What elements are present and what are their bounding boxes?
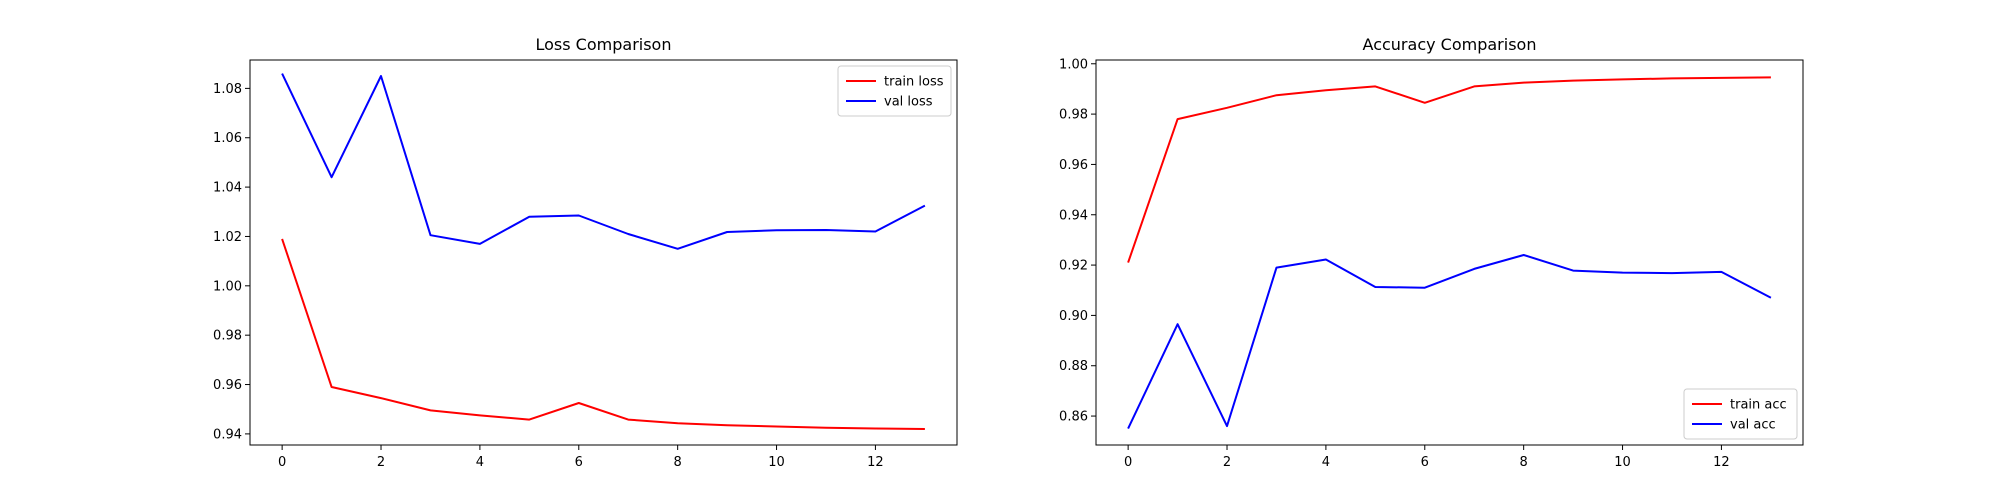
chart-panel-1: Loss Comparison 0 2 4 6 8 10 12 0.94 0.96 0.98 1.00… xyxy=(213,35,958,470)
y-tick-label: 0.94 xyxy=(213,427,242,442)
y-tick-label: 0.98 xyxy=(1059,108,1088,123)
x-tick-label: 4 xyxy=(1322,455,1330,470)
legend-box xyxy=(1683,388,1798,440)
y-tick-label: 1.04 xyxy=(213,181,242,196)
y-tick-label: 1.00 xyxy=(213,279,242,294)
plot-frame xyxy=(249,59,958,446)
legend: train acc val acc xyxy=(1683,388,1798,440)
series-line-val-acc xyxy=(1127,254,1772,430)
legend-label: train loss xyxy=(884,75,944,90)
y-tick-label: 0.92 xyxy=(1059,259,1088,274)
y-tick-label: 1.02 xyxy=(213,230,242,245)
y-tick-label: 1.06 xyxy=(213,131,242,146)
series-line-val-loss xyxy=(281,73,926,250)
series-line-train-loss xyxy=(281,238,925,430)
chart-panel-2: Accuracy Comparison 0 2 4 6 8 10 12 0.86 0.88 0.90… xyxy=(1059,35,1804,470)
x-tick-label: 6 xyxy=(1421,455,1429,470)
y-tick-label: 1.00 xyxy=(1059,57,1088,72)
y-tick-label: 0.94 xyxy=(1059,208,1088,223)
y-tick-label: 0.86 xyxy=(1059,410,1088,425)
plot-frame xyxy=(1095,59,1804,446)
y-tick-label: 1.08 xyxy=(213,82,242,97)
y-tick-label: 0.98 xyxy=(213,329,242,344)
chart-title: Accuracy Comparison xyxy=(1363,35,1537,54)
y-tick-label: 0.90 xyxy=(1059,309,1088,324)
x-tick-label: 8 xyxy=(674,455,682,470)
legend-label: val loss xyxy=(884,95,933,110)
legend-box xyxy=(837,65,952,117)
x-tick-label: 0 xyxy=(1124,455,1132,470)
y-tick-label: 0.88 xyxy=(1059,359,1088,374)
x-tick-label: 2 xyxy=(1223,455,1231,470)
x-tick-label: 10 xyxy=(1614,455,1631,470)
chart-title: Loss Comparison xyxy=(536,35,672,54)
legend-label: train acc xyxy=(1730,398,1787,413)
x-tick-label: 12 xyxy=(1713,455,1730,470)
legend: train loss val loss xyxy=(837,65,952,117)
y-tick-label: 0.96 xyxy=(213,378,242,393)
legend-label: val acc xyxy=(1730,418,1776,433)
x-tick-label: 12 xyxy=(867,455,884,470)
x-tick-label: 6 xyxy=(575,455,583,470)
x-tick-label: 4 xyxy=(476,455,484,470)
y-tick-label: 0.96 xyxy=(1059,158,1088,173)
x-tick-label: 10 xyxy=(768,455,785,470)
x-tick-label: 8 xyxy=(1520,455,1528,470)
series-line-train-acc xyxy=(1127,76,1771,263)
x-tick-label: 2 xyxy=(377,455,385,470)
x-tick-label: 0 xyxy=(278,455,286,470)
